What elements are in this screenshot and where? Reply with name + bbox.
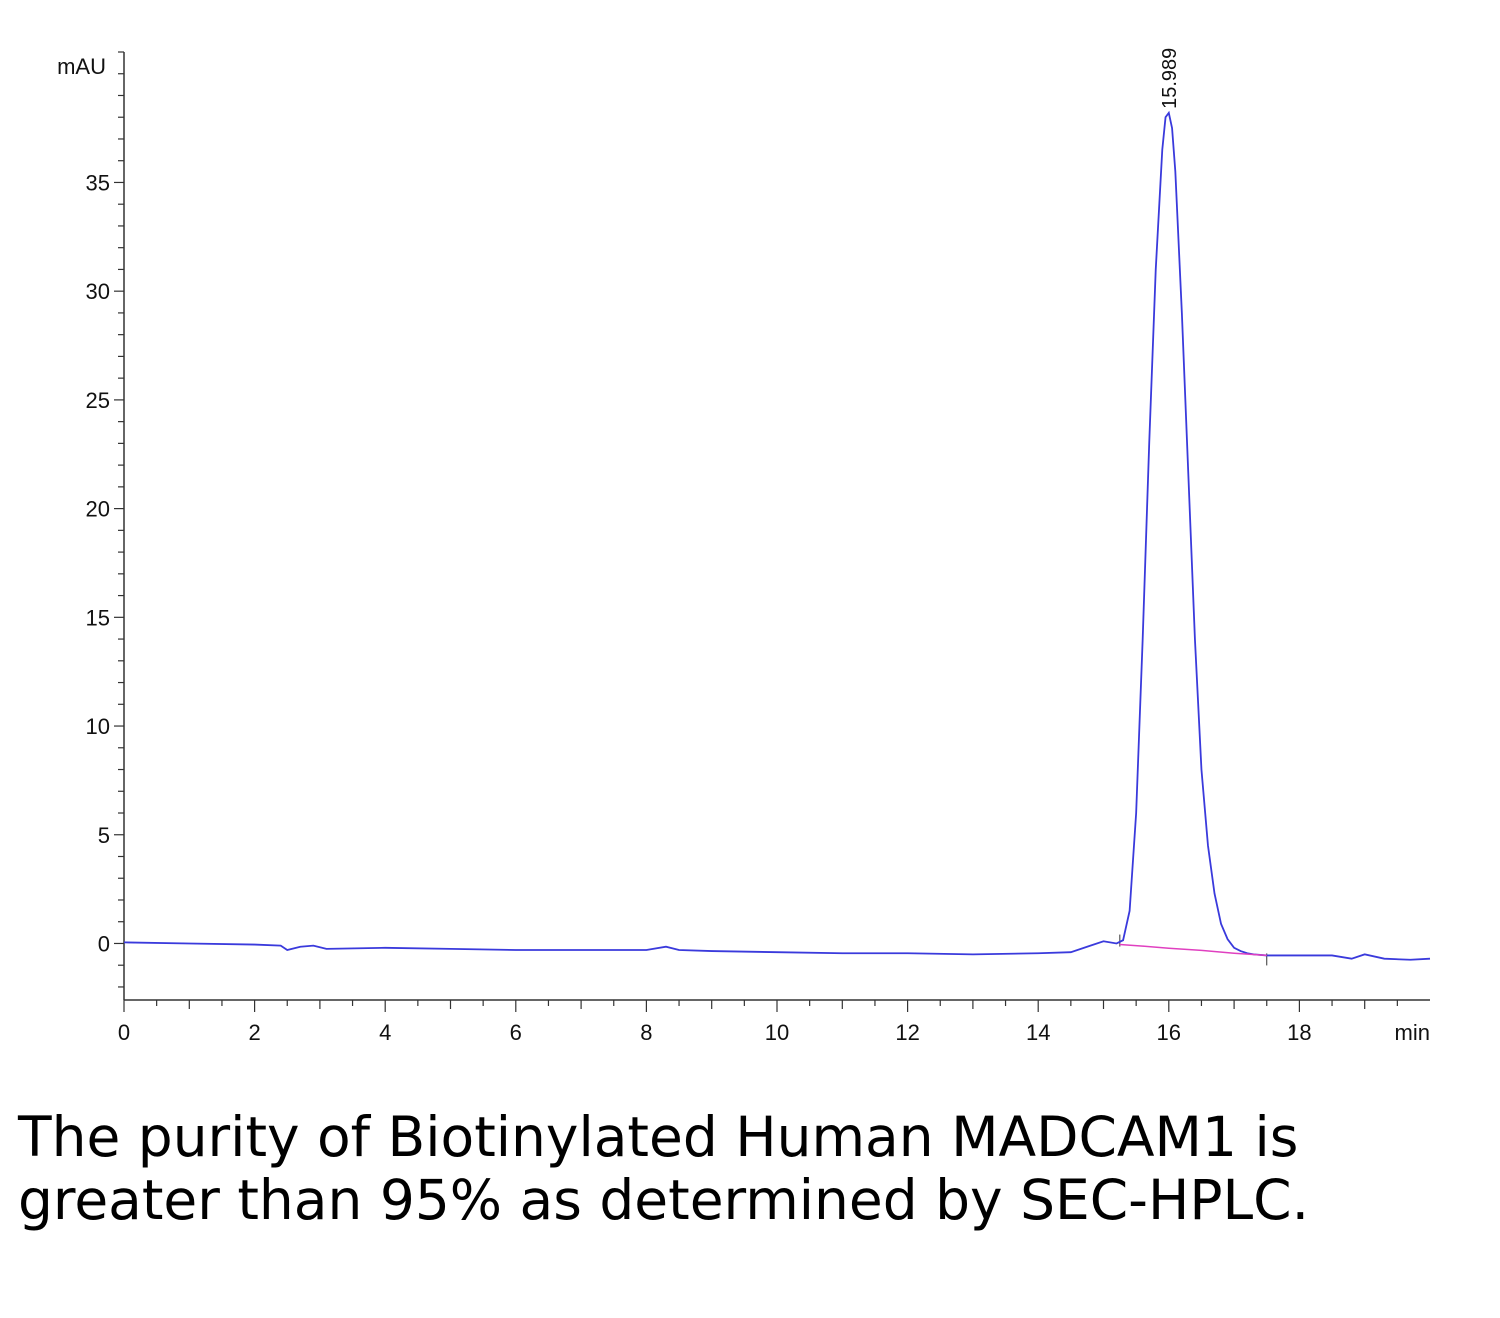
chart-axes bbox=[114, 51, 1430, 1012]
chart-labels: 0 5 10 15 20 25 30 35 mAU 0 2 4 6 8 10 12 14 16 18 min 15.98… bbox=[57, 48, 1430, 1045]
x-tick-label: 6 bbox=[510, 1020, 522, 1045]
y-tick-label: 35 bbox=[86, 170, 110, 195]
y-tick-label: 10 bbox=[86, 714, 110, 739]
y-tick-label: 0 bbox=[98, 931, 110, 956]
x-tick-label: 16 bbox=[1157, 1020, 1181, 1045]
figure-caption: The purity of Biotinylated Human MADCAM1… bbox=[18, 1105, 1310, 1232]
baseline-trace bbox=[1119, 943, 1267, 957]
x-tick-label: 14 bbox=[1026, 1020, 1050, 1045]
x-tick-label: 12 bbox=[895, 1020, 919, 1045]
y-tick-label: 5 bbox=[98, 823, 110, 848]
y-tick-label: 20 bbox=[86, 497, 110, 522]
x-tick-label: 18 bbox=[1287, 1020, 1311, 1045]
x-unit-label: min bbox=[1395, 1020, 1430, 1045]
peak-retention-label: 15.989 bbox=[1159, 48, 1181, 109]
x-tick-label: 10 bbox=[765, 1020, 789, 1045]
chart-series bbox=[123, 110, 1431, 961]
x-tick-label: 2 bbox=[248, 1020, 260, 1045]
y-tick-label: 15 bbox=[86, 605, 110, 630]
x-tick-label: 4 bbox=[379, 1020, 391, 1045]
x-tick-label: 8 bbox=[640, 1020, 652, 1045]
y-tick-label: 25 bbox=[86, 388, 110, 413]
x-tick-label: 0 bbox=[118, 1020, 130, 1045]
signal-trace bbox=[123, 110, 1431, 961]
chromatogram-chart: 0 5 10 15 20 25 30 35 mAU 0 2 4 6 8 10 12 14 16 18 min 15.98… bbox=[57, 48, 1431, 1045]
y-tick-label: 30 bbox=[86, 279, 110, 304]
y-unit-label: mAU bbox=[57, 54, 106, 79]
